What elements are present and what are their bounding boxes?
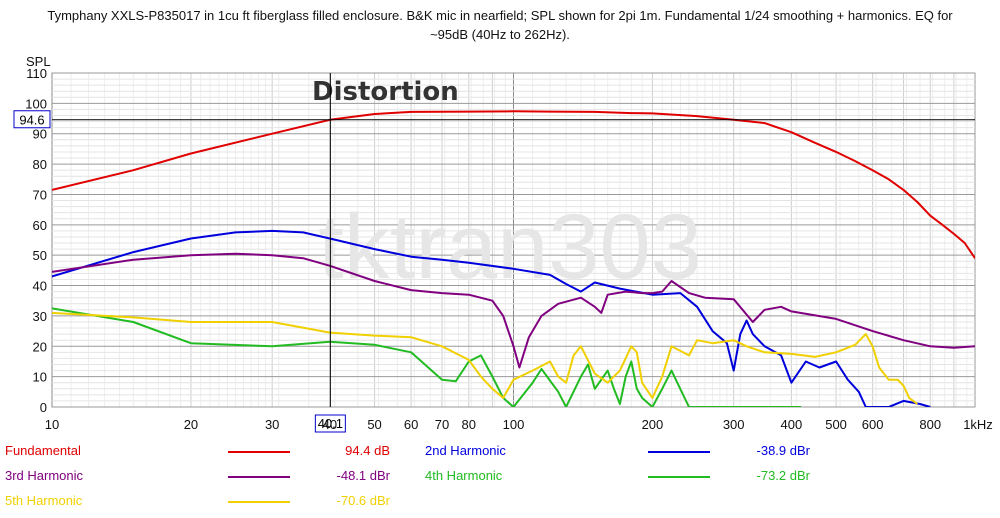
distortion-annotation: Distortion <box>312 77 459 107</box>
cursor-lines: 40.1 94.6 <box>13 73 975 433</box>
y-tick-label: 50 <box>33 248 47 263</box>
y-tick-label: 60 <box>33 218 47 233</box>
x-tick-label: 1kHz <box>963 417 993 432</box>
legend-swatch-3rd-harmonic <box>228 476 290 478</box>
legend-value-fundamental: 94.4 dB <box>345 443 390 458</box>
cursor-x-label: 40.1 <box>318 416 343 431</box>
legend-value-3rd-harmonic: -48.1 dBr <box>336 468 390 483</box>
plot-grid <box>51 72 975 408</box>
legend-value-4th-harmonic: -73.2 dBr <box>756 468 810 483</box>
watermark: tktran303 <box>318 196 702 298</box>
legend-swatch-4th-harmonic <box>648 476 710 478</box>
x-tick-label: 60 <box>404 417 418 432</box>
y-tick-label: 70 <box>33 187 47 202</box>
legend-swatch-2nd-harmonic <box>648 451 710 453</box>
x-tick-label: 400 <box>780 417 802 432</box>
legend-name-5th-harmonic: 5th Harmonic <box>5 493 83 508</box>
x-tick-label: 80 <box>462 417 476 432</box>
y-tick-label: 100 <box>25 96 47 111</box>
x-tick-label: 300 <box>723 417 745 432</box>
x-tick-label: 200 <box>642 417 664 432</box>
series-line-4th-harmonic <box>52 307 802 407</box>
legend-value-5th-harmonic: -70.6 dBr <box>336 493 390 508</box>
x-tick-label: 100 <box>503 417 525 432</box>
y-tick-label: 110 <box>26 66 47 81</box>
legend-name-2nd-harmonic: 2nd Harmonic <box>425 443 506 458</box>
series-line-2nd-harmonic <box>52 229 931 407</box>
cursor-x-box <box>314 414 346 433</box>
x-tick-label: 500 <box>825 417 847 432</box>
chart-title: Tymphany XXLS-P835017 in 1cu ft fibergla… <box>0 6 1000 44</box>
x-tick-label: 40 <box>323 417 337 432</box>
axis-labels: SPL 10 20 30 40 50 60 70 80 100 200 300 400 500 600 80… <box>25 54 993 432</box>
x-tick-label: 800 <box>919 417 941 432</box>
series-line-3rd-harmonic <box>52 252 975 369</box>
x-tick-label: 600 <box>862 417 884 432</box>
y-tick-label: 10 <box>33 370 47 385</box>
y-tick-label: 30 <box>33 309 47 324</box>
y-axis-label: SPL <box>26 54 51 69</box>
legend-swatch-5th-harmonic <box>228 501 290 503</box>
y-tick-label: 0 <box>40 400 47 415</box>
legend-value-2nd-harmonic: -38.9 dBr <box>756 443 810 458</box>
x-tick-label: 30 <box>265 417 279 432</box>
chart-title-line-1: Tymphany XXLS-P835017 in 1cu ft fibergla… <box>47 8 953 23</box>
y-tick-label: 20 <box>33 339 47 354</box>
series-line-5th-harmonic <box>52 311 918 405</box>
y-tick-label: 40 <box>33 279 47 294</box>
x-tick-label: 20 <box>184 417 198 432</box>
y-tick-label: 90 <box>33 127 47 142</box>
legend-swatch-fundamental <box>228 451 290 453</box>
x-tick-label: 70 <box>435 417 449 432</box>
x-tick-label: 50 <box>367 417 381 432</box>
chart-title-line-2: ~95dB (40Hz to 262Hz). <box>430 27 570 42</box>
legend-name-fundamental: Fundamental <box>5 443 81 458</box>
x-tick-label: 10 <box>45 417 59 432</box>
legend-name-4th-harmonic: 4th Harmonic <box>425 468 503 483</box>
legend-name-3rd-harmonic: 3rd Harmonic <box>5 468 84 483</box>
cursor-y-box <box>13 110 51 129</box>
y-tick-label: 80 <box>33 157 47 172</box>
cursor-y-label: 94.6 <box>19 112 44 127</box>
